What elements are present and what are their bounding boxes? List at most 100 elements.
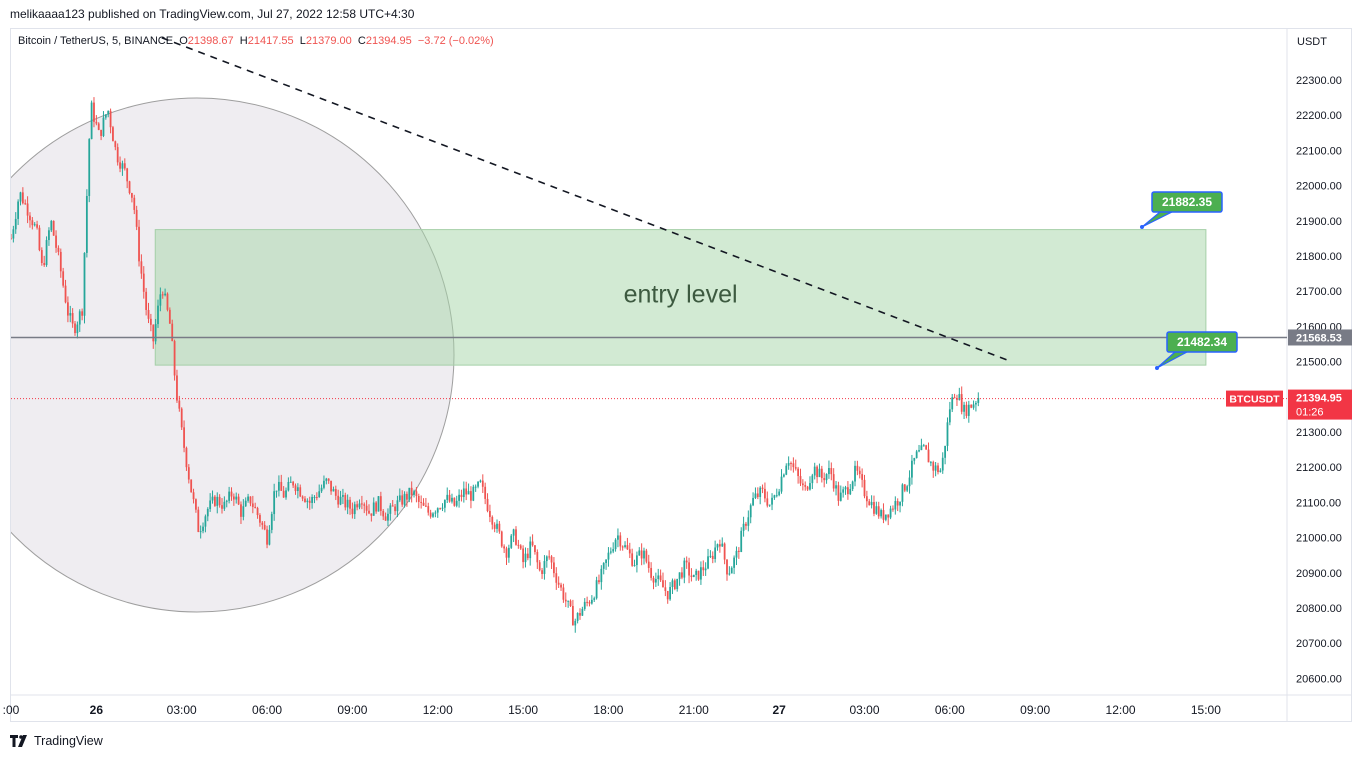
- candle-body: [360, 503, 363, 505]
- price-tick-label: 21100.00: [1296, 497, 1341, 509]
- candle: [131, 192, 133, 203]
- lower-price-callout[interactable]: 21482.34: [1155, 331, 1238, 370]
- candle-body: [287, 482, 290, 491]
- plot-area[interactable]: [0, 37, 1287, 633]
- candle: [747, 510, 750, 532]
- callout-box: [1166, 331, 1238, 353]
- candle: [62, 267, 65, 288]
- candle-body: [460, 494, 463, 498]
- candle-body: [235, 496, 238, 500]
- candle-body: [927, 449, 930, 463]
- candle: [323, 475, 325, 490]
- candle-body: [832, 474, 835, 489]
- candle: [828, 460, 830, 479]
- candle: [948, 401, 951, 426]
- candle-body: [745, 523, 747, 526]
- candle-body: [486, 498, 489, 512]
- candle-body: [507, 547, 510, 558]
- entry-level-zone[interactable]: [154, 229, 1207, 366]
- candle: [733, 555, 736, 575]
- candle-body: [218, 496, 221, 506]
- time-axis[interactable]: :00 26 03:00 06:00 09:00 12:00 15:00 18:00 21:00…: [3, 703, 1222, 717]
- candle: [631, 548, 634, 567]
- candle-body: [524, 553, 527, 563]
- candle-body: [901, 484, 904, 502]
- candle: [638, 547, 641, 556]
- candle: [944, 445, 947, 465]
- candle: [870, 495, 873, 509]
- candle: [81, 308, 84, 321]
- candle: [458, 489, 460, 508]
- candle-body: [870, 502, 873, 506]
- candle: [370, 513, 373, 522]
- candle-body: [873, 502, 875, 514]
- candle-body: [880, 510, 882, 517]
- candle: [187, 464, 190, 484]
- candle: [424, 497, 427, 508]
- candle-body: [543, 561, 546, 574]
- candle-body: [550, 556, 553, 563]
- candle-body: [410, 487, 413, 495]
- candle: [728, 566, 731, 576]
- candle: [726, 559, 728, 581]
- candle-body: [278, 481, 280, 491]
- candle: [204, 514, 207, 533]
- candle: [266, 525, 268, 549]
- candle-body: [875, 506, 878, 514]
- candle-body: [645, 550, 648, 562]
- candle-body: [78, 311, 81, 325]
- candle-body: [733, 557, 736, 568]
- candle-body: [766, 498, 769, 506]
- candle-body: [209, 500, 212, 509]
- candle: [330, 480, 332, 495]
- hline-price-label: 21568.53: [1296, 332, 1342, 344]
- candle-body: [171, 323, 174, 342]
- candle-body: [740, 530, 743, 552]
- legend-symbol: Bitcoin / TetherUS, 5, BINANCE: [18, 35, 174, 47]
- candle-body: [906, 486, 909, 491]
- candle: [588, 600, 591, 607]
- candle: [375, 501, 378, 514]
- candle-body: [624, 545, 626, 547]
- candle: [278, 475, 280, 497]
- candle: [429, 509, 432, 519]
- time-tick-label: 03:00: [849, 703, 879, 717]
- candle: [496, 519, 498, 533]
- candle: [273, 483, 276, 521]
- candle: [223, 496, 226, 511]
- candle-body: [723, 543, 726, 560]
- candle: [391, 500, 394, 507]
- candle-body: [636, 555, 638, 566]
- candle-body: [176, 375, 178, 401]
- candle: [389, 503, 392, 521]
- candle-body: [145, 291, 148, 310]
- tradingview-logo[interactable]: TradingView: [10, 734, 103, 748]
- candle-body: [590, 599, 593, 604]
- candle-body: [154, 324, 157, 342]
- candle-body: [522, 548, 524, 563]
- candle: [325, 477, 328, 485]
- candle-body: [282, 490, 285, 498]
- legend-high-label: H: [239, 35, 248, 47]
- candle-body: [166, 293, 169, 310]
- candle: [292, 480, 295, 488]
- candle: [116, 143, 119, 166]
- candle-body: [887, 514, 890, 518]
- candle-body: [704, 568, 707, 571]
- time-tick-label: 09:00: [337, 703, 367, 717]
- candle: [332, 486, 335, 492]
- candle: [157, 299, 159, 328]
- entry-level-label: entry level: [624, 281, 738, 309]
- candle-body: [128, 181, 131, 194]
- candle: [809, 476, 811, 491]
- candle-body: [11, 238, 12, 240]
- candle: [109, 108, 112, 134]
- candle-body: [247, 496, 249, 501]
- candle: [256, 506, 259, 519]
- price-axis[interactable]: USDT 22300.00 22200.00 22100.00 22000.00 2190…: [1226, 36, 1352, 685]
- candle-body: [612, 549, 615, 552]
- candle: [711, 551, 714, 564]
- candle-body: [975, 402, 977, 405]
- upper-price-callout[interactable]: 21882.35: [1140, 191, 1223, 229]
